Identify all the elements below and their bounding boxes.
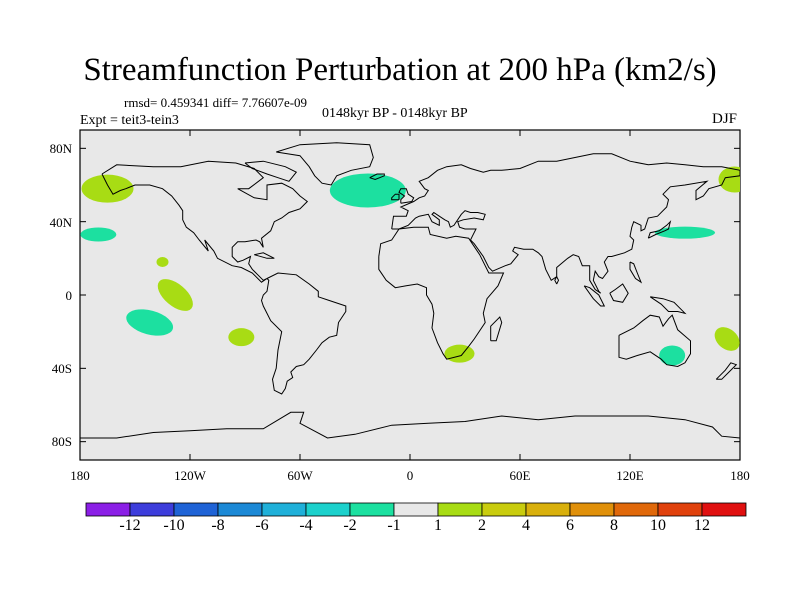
coastline-philippines [629,261,643,284]
coastline-cuba [254,252,275,259]
page-title: Streamfunction Perturbation at 200 hPa (… [83,52,717,88]
anomaly-nw-pacific-west [718,166,740,193]
y-tick-label: 40S [51,361,72,376]
colorbar-swatch [657,502,703,517]
anomaly-s-pacific [126,309,174,336]
x-tick-label: 60W [287,468,313,483]
colorbar-label: -8 [211,517,225,534]
experiment-label: Expt = teit3-tein3 [80,113,179,128]
period-label: 0148kyr BP - 0148kyr BP [322,106,468,121]
anomaly-north-atlantic [329,173,406,208]
x-tick-label: 60E [509,468,531,483]
anomaly-n-pacific-west [655,226,715,239]
colorbar-label: -1 [387,517,401,534]
coastline-eurasia [391,153,741,294]
colorbar-swatch [393,502,439,517]
coastline-greenland [276,142,374,186]
colorbar-swatch [261,502,307,517]
colorbar-swatch [569,502,615,517]
anomaly-eq-pacific [157,279,193,311]
colorbar-label: -2 [343,517,357,534]
anomaly-se-pacific [228,328,255,347]
y-tick-label: 0 [65,288,73,303]
coastline-north-america [101,160,309,283]
colorbar-swatch [173,502,219,517]
colorbar-label: -4 [299,517,313,534]
x-tick-label: 120W [174,468,206,483]
coastline-new-guinea [649,296,687,315]
anomaly-tropical-pacific-small [156,257,169,267]
coastline-japan [647,220,672,239]
coastline-iceland [369,173,385,181]
colorbar-label: 2 [478,517,486,534]
coastline-baffin [244,160,298,182]
anomaly-nw-pacific-east [81,174,134,203]
coastline-new-zealand [715,362,738,380]
colorbar-label: 1 [434,517,442,534]
coastline-south-america [260,272,347,395]
coastline-borneo [609,283,629,303]
anomaly-tasman [714,327,740,351]
colorbar-label: -10 [163,517,185,534]
colorbar-swatch [129,502,175,517]
coastline-africa [378,226,505,360]
x-tick-label: 0 [406,468,414,483]
y-tick-label: 80S [51,434,72,449]
anomaly-layer [80,166,740,366]
season-label: DJF [712,111,738,127]
colorbar-swatch [613,502,659,517]
coastline-australia [618,314,691,368]
coastline-sumatra [583,285,606,307]
x-tick-label: 180 [730,468,750,483]
colorbar-label: 10 [650,517,666,534]
anomaly-australia [659,345,686,366]
coastline-antarctica [80,411,741,439]
y-tick-label: 40N [49,215,72,230]
coastline-madagascar [490,316,503,342]
coastline-sri-lanka [554,275,560,285]
x-tick-label: 180 [70,468,90,483]
colorbar-label: -12 [119,517,141,534]
colorbar-swatch [305,502,351,517]
colorbar-label: 6 [566,517,574,534]
map-background [79,129,741,461]
axis-ticks [79,130,741,460]
colorbar-label: -6 [255,517,269,534]
anomaly-south-africa [444,344,475,363]
stats-line: rmsd= 0.459341 diff= 7.76607e-09 [124,95,308,110]
coastline-ireland [391,193,400,201]
x-tick-label: 120E [616,468,644,483]
colorbar-label: 4 [522,517,530,534]
colorbar-label: 8 [610,517,618,534]
colorbar-label: 12 [694,517,710,534]
y-tick-label: 80N [49,141,72,156]
anomaly-ne-pacific [80,227,117,242]
colorbar-swatch [217,502,263,517]
colorbar-swatch [481,502,527,517]
colorbar [85,502,747,517]
colorbar-swatch [85,502,131,517]
coastline-great-britain [398,188,415,204]
colorbar-swatch [525,502,571,517]
colorbar-swatch [701,502,747,517]
colorbar-swatch [437,502,483,517]
coastlines [80,142,741,439]
colorbar-swatch [349,502,395,517]
